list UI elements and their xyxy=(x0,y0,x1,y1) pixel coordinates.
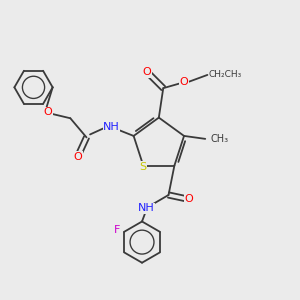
Text: CH₃: CH₃ xyxy=(211,134,229,144)
Text: O: O xyxy=(73,152,82,161)
Text: O: O xyxy=(185,194,194,204)
Text: O: O xyxy=(143,67,152,77)
Text: NH: NH xyxy=(138,203,155,213)
Text: S: S xyxy=(140,162,147,172)
Text: O: O xyxy=(179,77,188,87)
Text: F: F xyxy=(114,225,120,235)
Text: O: O xyxy=(44,107,52,117)
Text: CH₂CH₃: CH₂CH₃ xyxy=(209,70,242,80)
Text: NH: NH xyxy=(103,122,120,132)
